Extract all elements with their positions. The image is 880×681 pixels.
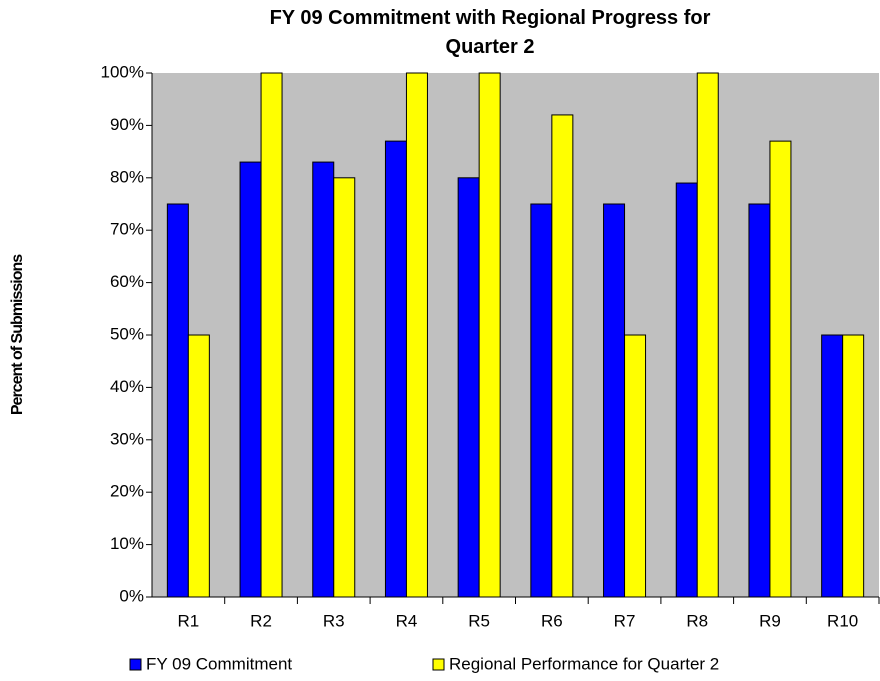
x-tick-label: R4 xyxy=(396,611,418,630)
bar xyxy=(312,161,335,598)
y-tick-label: 20% xyxy=(110,482,144,501)
legend-swatch xyxy=(432,658,445,671)
x-tick-label: R3 xyxy=(323,611,345,630)
bar xyxy=(603,203,626,598)
y-tick-label: 80% xyxy=(110,167,144,186)
x-tick-label: R2 xyxy=(250,611,272,630)
bar xyxy=(842,334,865,598)
y-tick-label: 30% xyxy=(110,429,144,448)
y-tick-label: 90% xyxy=(110,115,144,134)
bar xyxy=(166,203,189,598)
bar xyxy=(478,72,501,598)
bar xyxy=(405,72,428,598)
y-tick-label: 10% xyxy=(110,534,144,553)
bar xyxy=(384,140,407,598)
bar xyxy=(333,177,356,598)
bar xyxy=(530,203,553,598)
x-tick-label: R1 xyxy=(177,611,199,630)
bar xyxy=(769,140,792,598)
y-tick-label: 0% xyxy=(119,586,144,605)
bar xyxy=(239,161,262,598)
x-tick-label: R5 xyxy=(468,611,490,630)
bar xyxy=(260,72,283,598)
chart-title: FY 09 Commitment with Regional Progress … xyxy=(269,7,711,58)
y-tick-label: 70% xyxy=(110,220,144,239)
y-axis-label: Percent of Submissions xyxy=(9,254,26,415)
y-tick-label: 100% xyxy=(101,62,144,81)
bar xyxy=(187,334,210,598)
legend-swatch xyxy=(129,658,142,671)
x-tick-label: R8 xyxy=(686,611,708,630)
legend-label: FY 09 Commitment xyxy=(146,654,292,673)
x-tick-label: R6 xyxy=(541,611,563,630)
bar xyxy=(696,72,719,598)
x-tick-label: R9 xyxy=(759,611,781,630)
bar xyxy=(551,114,574,598)
y-tick-label: 40% xyxy=(110,377,144,396)
bar xyxy=(748,203,771,598)
legend-label: Regional Performance for Quarter 2 xyxy=(449,654,719,673)
x-tick-label: R10 xyxy=(827,611,858,630)
y-tick-label: 60% xyxy=(110,272,144,291)
x-tick-label: R7 xyxy=(614,611,636,630)
bar xyxy=(821,334,844,598)
bar xyxy=(457,177,480,598)
bar xyxy=(675,182,698,598)
y-tick-label: 50% xyxy=(110,324,144,343)
bar xyxy=(624,334,647,598)
